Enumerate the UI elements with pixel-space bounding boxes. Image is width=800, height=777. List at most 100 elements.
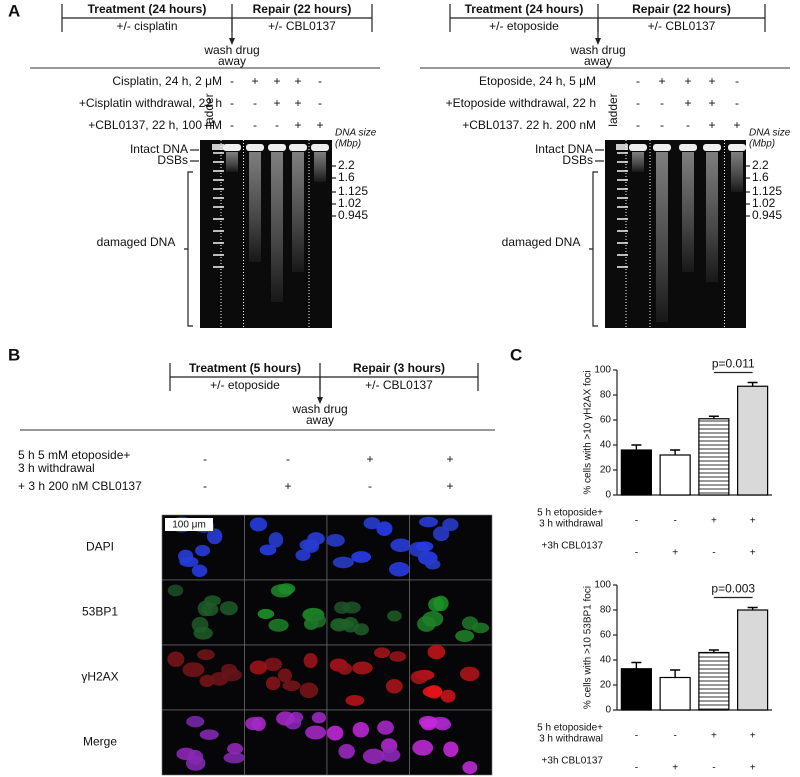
micrograph <box>409 579 493 646</box>
ladder-band <box>213 206 224 208</box>
nucleus <box>299 682 319 699</box>
nucleus <box>334 601 350 614</box>
size-label: 1.02 <box>752 196 776 210</box>
nucleus <box>345 694 365 706</box>
ladder-band <box>617 206 628 208</box>
size-label: 2.2 <box>752 158 769 172</box>
panel-label: B <box>8 345 20 364</box>
well <box>728 144 746 151</box>
condition-sign: + <box>711 731 717 742</box>
condition-sign: - <box>318 74 322 88</box>
nucleus <box>353 623 370 636</box>
condition-sign: + <box>273 74 280 88</box>
nucleus <box>363 517 381 530</box>
ladder-band <box>617 218 628 220</box>
y-tick-label: 0 <box>605 490 611 501</box>
ladder-band <box>213 161 224 163</box>
condition-label: Etoposide, 24 h, 5 μM <box>479 74 596 88</box>
condition-sign: - <box>636 74 640 88</box>
row-label: Merge <box>83 735 117 749</box>
nucleus <box>182 662 205 678</box>
ladder-band <box>213 188 224 190</box>
band-label: Intact DNA <box>130 142 188 156</box>
ladder-band <box>213 170 224 172</box>
condition-sign: - <box>712 763 715 774</box>
nucleus <box>390 538 412 553</box>
well <box>653 144 671 151</box>
y-tick-label: 60 <box>600 415 612 426</box>
nucleus <box>197 649 215 661</box>
nucleus <box>455 630 475 643</box>
size-label: 1.125 <box>752 184 782 198</box>
y-tick-label: 100 <box>594 365 611 376</box>
error-bar <box>708 415 719 419</box>
size-label: 1.02 <box>338 196 362 210</box>
nucleus <box>388 562 410 577</box>
ladder-band <box>617 188 628 190</box>
ladder-band <box>617 170 628 172</box>
nucleus <box>259 544 277 556</box>
nucleus <box>277 668 292 683</box>
nucleus <box>193 626 213 640</box>
ladder-band <box>617 254 628 256</box>
bar <box>698 651 730 711</box>
smear <box>314 152 326 182</box>
condition-sign: - <box>230 118 234 132</box>
bracket <box>589 171 598 327</box>
gel <box>200 140 332 328</box>
nucleus <box>206 528 223 545</box>
well <box>311 144 329 151</box>
well <box>223 144 241 151</box>
y-tick-label: 100 <box>594 580 611 591</box>
size-label: 1.6 <box>752 170 769 184</box>
condition-sign: + <box>294 118 301 132</box>
bar <box>620 668 652 711</box>
nucleus <box>352 721 370 738</box>
nucleus <box>295 549 311 561</box>
error-bar <box>631 444 642 450</box>
bar <box>659 676 691 711</box>
condition-sign: + <box>366 452 373 466</box>
bar <box>737 385 769 496</box>
nucleus <box>310 613 326 628</box>
nucleus <box>418 516 438 528</box>
condition-sign: + <box>750 516 756 527</box>
condition-sign: - <box>735 96 739 110</box>
timeline-label: Treatment (24 hours) <box>88 2 207 16</box>
ladder-band <box>213 254 224 256</box>
condition-sign: - <box>635 731 638 742</box>
nucleus <box>303 653 318 669</box>
condition-sign: + <box>672 763 678 774</box>
nucleus <box>432 526 450 542</box>
nucleus <box>276 711 295 726</box>
nucleus <box>268 532 284 548</box>
timeline-label: Treatment (5 hours) <box>189 361 301 375</box>
wash-label: wash drug <box>291 402 347 416</box>
condition-sign: - <box>636 96 640 110</box>
nucleus <box>389 651 407 662</box>
y-tick-label: 80 <box>600 605 612 616</box>
well <box>679 144 697 151</box>
size-title: (Mbp) <box>749 139 775 150</box>
nucleus <box>418 715 438 728</box>
condition-sign: + <box>446 479 453 493</box>
nucleus <box>197 600 213 617</box>
condition-sign: - <box>230 96 234 110</box>
y-tick-label: 40 <box>600 655 612 666</box>
condition-sign: + <box>708 118 715 132</box>
wash-label: away <box>584 54 612 68</box>
band-label: Intact DNA <box>535 142 593 156</box>
smear <box>731 152 743 192</box>
row-label: 53BP1 <box>82 605 118 619</box>
nucleus <box>219 601 238 616</box>
nucleus <box>167 584 184 597</box>
condition-sign: - <box>635 548 638 559</box>
size-title: DNA size <box>749 128 791 139</box>
well <box>212 144 224 150</box>
y-axis-label: % cells with >10 53BP1 foci <box>583 586 594 709</box>
well <box>629 144 647 151</box>
nucleus <box>385 679 403 694</box>
smear <box>292 152 304 272</box>
nucleus <box>461 616 479 630</box>
